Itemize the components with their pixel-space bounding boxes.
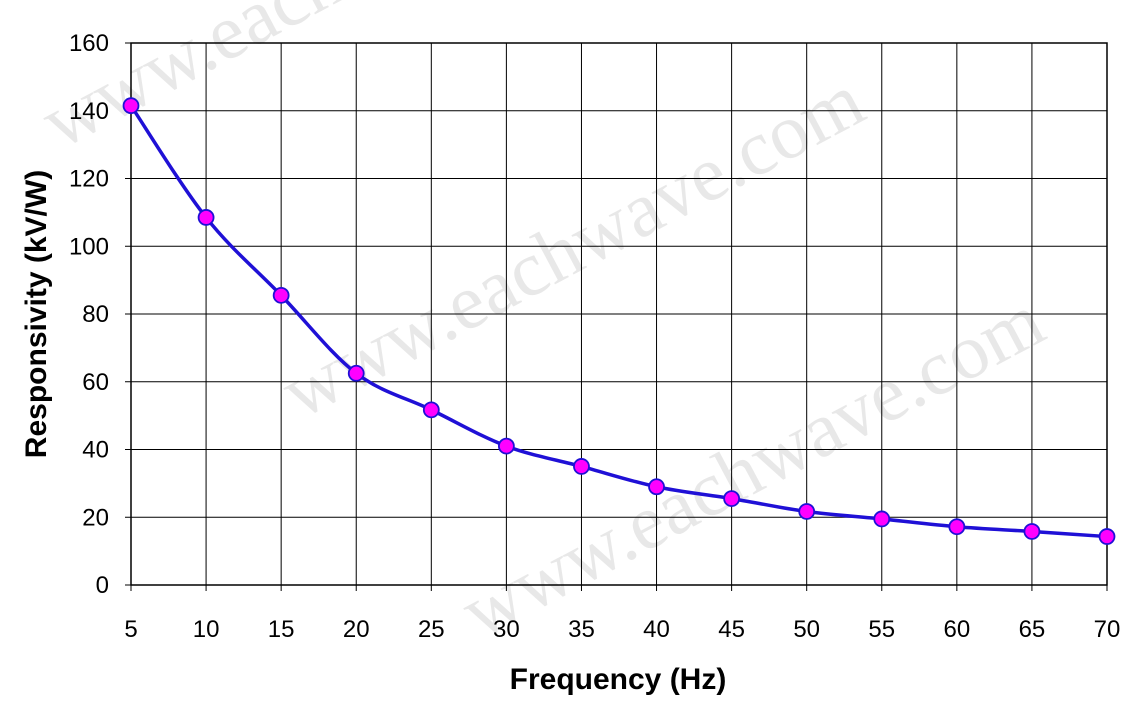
data-point (1023, 523, 1041, 540)
y-axis-ticks: 0 20 40 60 80 100 120 140 160 (69, 30, 131, 599)
y-tick-label: 0 (96, 572, 109, 599)
y-tick-label: 80 (82, 301, 109, 328)
x-tick-label: 15 (268, 616, 295, 643)
data-point (648, 478, 665, 496)
x-tick-label: 45 (718, 616, 745, 643)
data-point (497, 437, 515, 455)
data-point (573, 458, 590, 475)
x-tick-label: 25 (418, 616, 445, 643)
y-tick-label: 20 (82, 504, 109, 531)
watermark-text: www.eachwave.com (27, 0, 637, 165)
x-tick-label: 35 (568, 616, 595, 643)
y-tick-label: 40 (82, 437, 109, 464)
data-point (347, 364, 365, 382)
data-point (272, 286, 290, 304)
y-tick-label: 100 (69, 233, 109, 260)
x-tick-label: 10 (193, 616, 220, 643)
x-tick-label: 55 (868, 616, 895, 643)
series-layer (122, 97, 1116, 545)
x-tick-label: 60 (943, 616, 970, 643)
x-tick-label: 20 (343, 616, 370, 643)
data-point (422, 401, 440, 419)
x-axis-ticks: 5 10 15 20 25 30 35 40 45 50 55 60 65 70 (124, 585, 1120, 643)
watermark-text: www.eachwave.com (447, 276, 1057, 655)
x-tick-label: 40 (643, 616, 670, 643)
y-axis-title: Responsivity (kV/W) (20, 170, 53, 458)
y-tick-label: 120 (69, 166, 109, 193)
data-point (798, 503, 816, 520)
y-tick-label: 140 (69, 98, 109, 125)
x-tick-label: 30 (493, 616, 520, 643)
data-point (723, 490, 741, 508)
data-point (873, 510, 891, 528)
x-tick-label: 5 (124, 616, 137, 643)
x-axis-title: Frequency (Hz) (510, 663, 727, 696)
x-tick-label: 50 (793, 616, 820, 643)
data-point (197, 209, 215, 226)
data-point (948, 518, 966, 536)
y-tick-label: 60 (82, 369, 109, 396)
x-tick-label: 70 (1094, 616, 1121, 643)
x-tick-label: 65 (1019, 616, 1046, 643)
watermark-layer: www.eachwave.comwww.eachwave.comwww.each… (27, 0, 1057, 655)
data-point (1098, 528, 1116, 545)
data-point (122, 97, 140, 115)
y-tick-label: 160 (69, 30, 109, 57)
